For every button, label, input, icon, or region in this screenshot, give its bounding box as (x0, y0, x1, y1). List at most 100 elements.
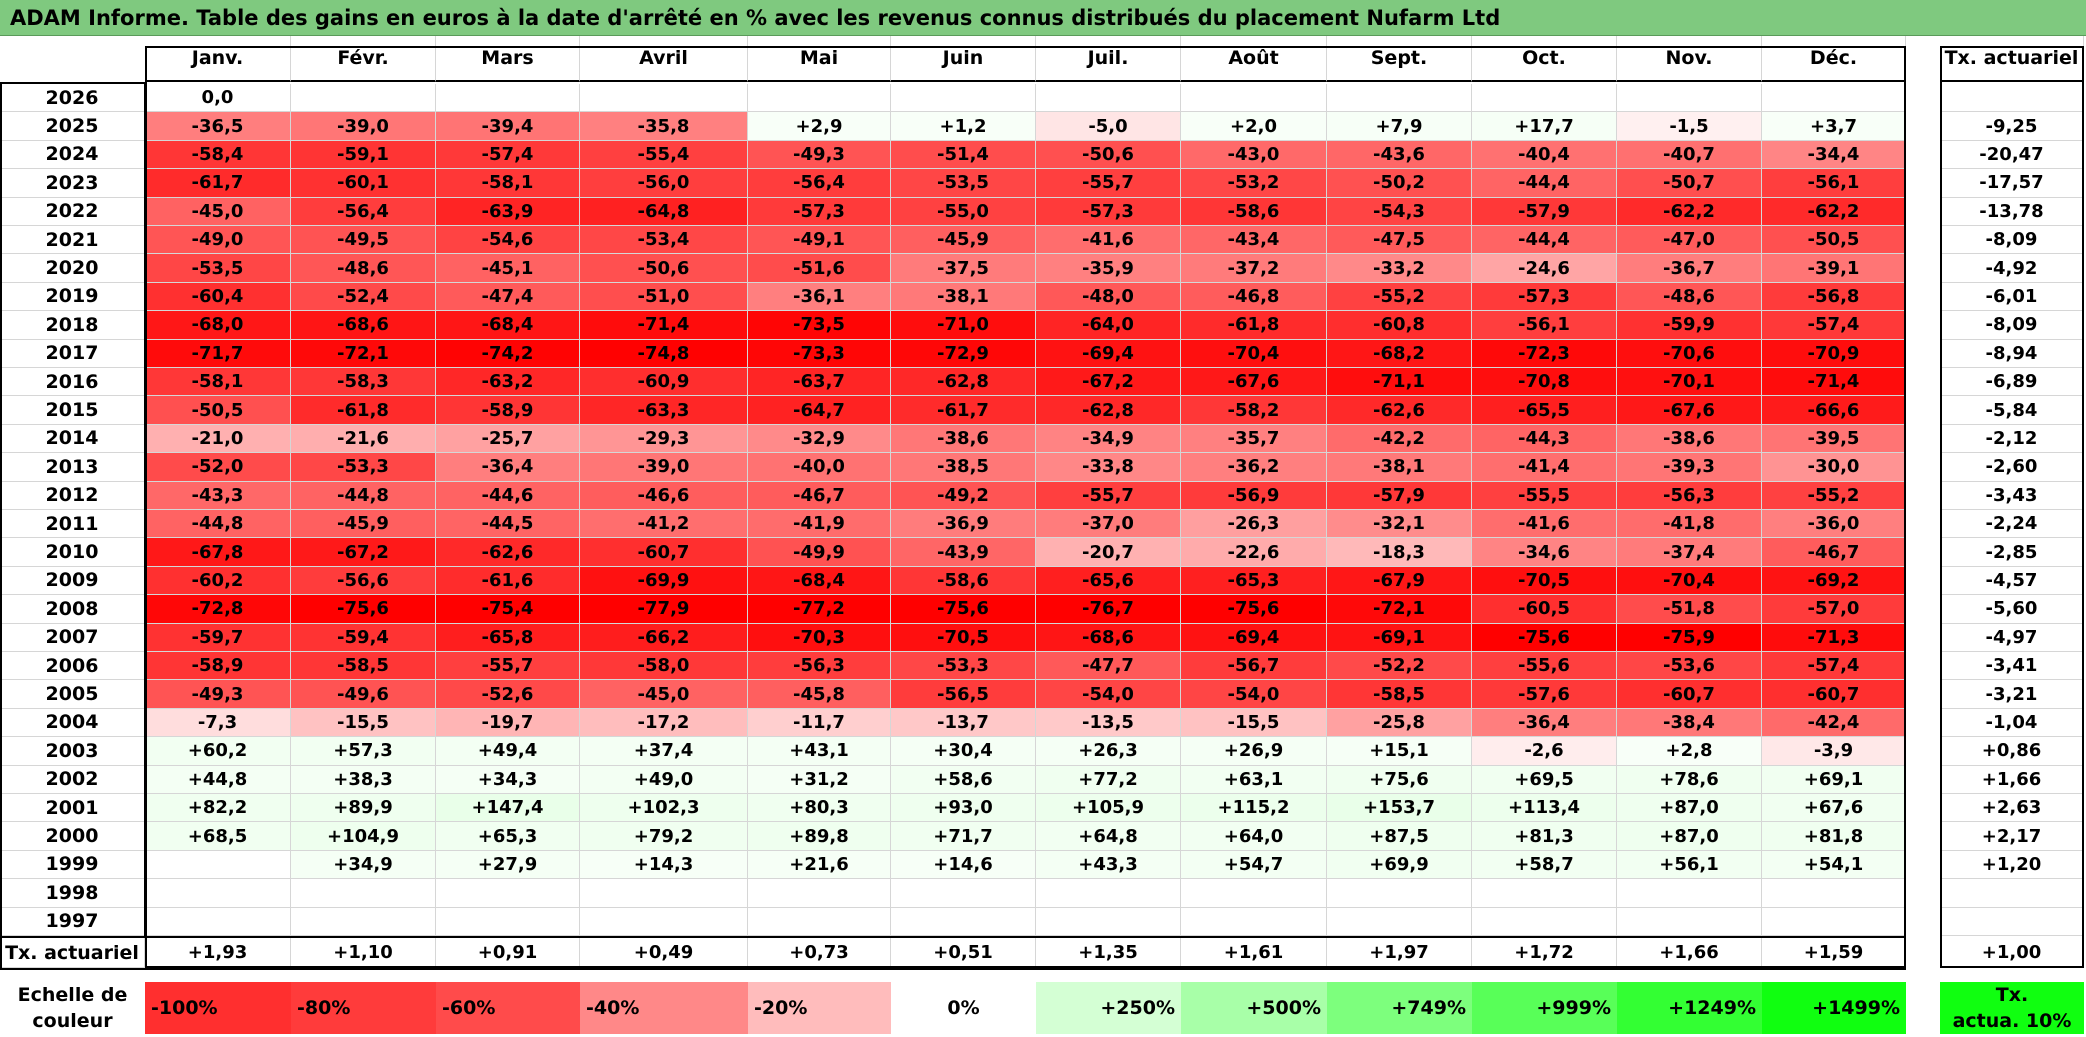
heatmap-cell (1617, 879, 1762, 908)
heatmap-cell: -57,9 (1327, 481, 1472, 510)
heatmap-cell: -60,2 (145, 566, 291, 596)
heatmap-cell: -44,8 (291, 481, 436, 510)
heatmap-cell: -39,3 (1617, 453, 1762, 482)
heatmap-cell: -56,4 (291, 197, 436, 226)
heatmap-cell: -18,3 (1327, 538, 1472, 567)
heatmap-cell: -62,6 (436, 538, 580, 567)
heatmap-cell: +60,2 (145, 737, 291, 766)
heatmap-cell: -55,4 (580, 140, 748, 170)
heatmap-cell: -57,4 (436, 140, 580, 170)
heatmap-cell: -67,6 (1617, 396, 1762, 425)
heatmap-cell: +7,9 (1327, 112, 1472, 141)
row-year-label: 2013 (0, 453, 145, 482)
heatmap-cell: +14,6 (891, 850, 1036, 880)
heatmap-cell: +78,6 (1617, 765, 1762, 794)
heatmap-cell: -45,1 (436, 254, 580, 283)
heatmap-cell: -32,9 (748, 424, 891, 454)
heatmap-cell: -32,1 (1327, 510, 1472, 539)
row-year-label: 2025 (0, 112, 145, 141)
footer-rate-cell: +0,51 (891, 938, 1036, 968)
heatmap-cell: +153,7 (1327, 794, 1472, 823)
heatmap-cell: +2,0 (1181, 112, 1327, 141)
heatmap-cell (891, 879, 1036, 908)
heatmap-cell: -41,9 (748, 510, 891, 539)
heatmap-cell: -56,3 (1617, 481, 1762, 510)
heatmap-cell: -70,9 (1762, 339, 1906, 368)
heatmap-cell (748, 907, 891, 936)
annual-rate-cell: -1,04 (1940, 708, 2084, 738)
heatmap-cell: +82,2 (145, 794, 291, 823)
heatmap-cell: -49,0 (145, 226, 291, 255)
heatmap-cell: +87,0 (1617, 794, 1762, 823)
color-scale-swatch: +1249% (1617, 982, 1762, 1034)
heatmap-cell: -26,3 (1181, 510, 1327, 539)
heatmap-cell: -55,7 (436, 652, 580, 681)
heatmap-cell: -60,5 (1472, 595, 1617, 624)
heatmap-cell: -36,2 (1181, 453, 1327, 482)
heatmap-cell (1472, 879, 1617, 908)
row-year-label: 2008 (0, 595, 145, 624)
heatmap-cell: -39,1 (1762, 254, 1906, 283)
row-year-label: 2015 (0, 396, 145, 425)
annual-scale-line2: actua. 10% (1952, 1010, 2072, 1032)
heatmap-cell: -55,0 (891, 197, 1036, 226)
heatmap-cell: -58,6 (891, 566, 1036, 596)
heatmap-cell: -55,7 (1036, 169, 1181, 198)
annual-rate-cell (1940, 879, 2084, 908)
heatmap-cell: +64,0 (1181, 822, 1327, 851)
heatmap-cell: -69,4 (1181, 623, 1327, 652)
heatmap-cell (1181, 879, 1327, 908)
heatmap-cell: -60,4 (145, 282, 291, 312)
heatmap-cell: -74,8 (580, 339, 748, 368)
heatmap-cell (145, 850, 291, 880)
heatmap-cell: -35,8 (580, 112, 748, 141)
heatmap-cell: -34,6 (1472, 538, 1617, 567)
heatmap-cell: -1,5 (1617, 112, 1762, 141)
heatmap-cell: -17,2 (580, 708, 748, 738)
heatmap-cell: -72,3 (1472, 339, 1617, 368)
heatmap-cell: -37,5 (891, 254, 1036, 283)
annual-rate-cell: -4,97 (1940, 623, 2084, 652)
heatmap-cell: -63,2 (436, 368, 580, 397)
row-year-label: 2017 (0, 339, 145, 368)
heatmap-cell: -41,6 (1036, 226, 1181, 255)
annual-rate-cell: +0,86 (1940, 737, 2084, 766)
heatmap-cell: -55,6 (1472, 652, 1617, 681)
heatmap-cell: -70,8 (1472, 368, 1617, 397)
heatmap-cell: -71,4 (580, 311, 748, 340)
heatmap-cell: +69,9 (1327, 850, 1472, 880)
heatmap-cell (580, 84, 748, 113)
heatmap-cell: -53,2 (1181, 169, 1327, 198)
heatmap-cell: +34,9 (291, 850, 436, 880)
heatmap-cell: -41,6 (1472, 510, 1617, 539)
heatmap-cell (291, 907, 436, 936)
heatmap-cell: -54,6 (436, 226, 580, 255)
heatmap-cell: +104,9 (291, 822, 436, 851)
heatmap-cell: -69,2 (1762, 566, 1906, 596)
heatmap-cell: +147,4 (436, 794, 580, 823)
heatmap-cell: -30,0 (1762, 453, 1906, 482)
heatmap-cell: -65,6 (1036, 566, 1181, 596)
heatmap-cell: -38,6 (891, 424, 1036, 454)
heatmap-cell (891, 907, 1036, 936)
heatmap-cell: -44,3 (1472, 424, 1617, 454)
annual-rate-cell: -3,41 (1940, 652, 2084, 681)
heatmap-cell: -65,3 (1181, 566, 1327, 596)
heatmap-cell: -67,2 (291, 538, 436, 567)
heatmap-cell: -37,0 (1036, 510, 1181, 539)
heatmap-cell: -44,4 (1472, 226, 1617, 255)
heatmap-cell: -46,8 (1181, 282, 1327, 312)
row-year-label: 2018 (0, 311, 145, 340)
heatmap-cell: -57,3 (748, 197, 891, 226)
heatmap-cell: -49,2 (891, 481, 1036, 510)
annual-rate-cell: -5,60 (1940, 595, 2084, 624)
heatmap-cell: -72,1 (1327, 595, 1472, 624)
heatmap-cell: -45,9 (891, 226, 1036, 255)
heatmap-cell: -70,1 (1617, 368, 1762, 397)
column-header: Nov. (1617, 36, 1762, 82)
footer-rate-cell: +0,91 (436, 938, 580, 968)
heatmap-cell: -56,8 (1762, 282, 1906, 312)
heatmap-cell: -44,8 (145, 510, 291, 539)
heatmap-cell: -38,1 (1327, 453, 1472, 482)
heatmap-cell: -68,4 (748, 566, 891, 596)
